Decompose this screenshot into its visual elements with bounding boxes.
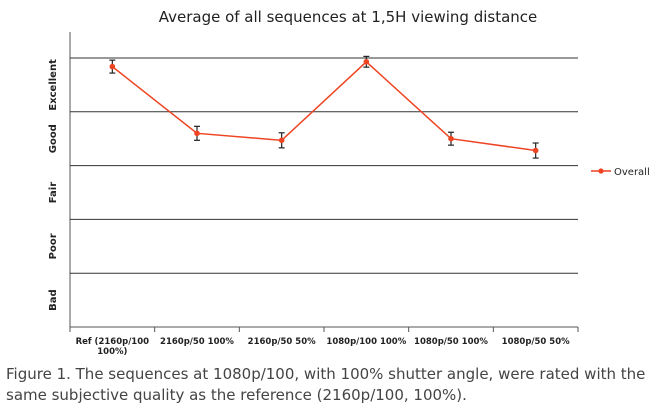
x-category-label: 1080p/100 100% — [326, 337, 406, 347]
series-line — [111, 60, 536, 152]
data-point — [532, 147, 539, 154]
data-point — [194, 130, 200, 137]
x-category-label: Ref (2160p/100 100%) — [76, 337, 150, 357]
data-point — [448, 135, 454, 142]
x-category-label: 2160p/50 100% — [160, 337, 234, 347]
data-point — [363, 58, 370, 65]
y-level-labels: Bad Poor Fair Good Excellent — [48, 59, 59, 311]
figure-caption: Figure 1. The sequences at 1080p/100, wi… — [6, 365, 646, 404]
x-category-label: 1080p/50 100% — [414, 337, 488, 347]
legend: Overall — [591, 167, 650, 178]
y-level-label: Good — [48, 124, 59, 153]
x-category-label: 1080p/50 50% — [502, 337, 570, 347]
chart: Average of all sequences at 1,5H viewing… — [48, 8, 650, 357]
x-category-label: 2160p/50 50% — [248, 337, 316, 347]
series-layer — [109, 55, 539, 159]
y-level-label: Poor — [48, 233, 59, 259]
y-level-label: Fair — [48, 182, 59, 203]
data-point — [278, 137, 285, 144]
chart-title: Average of all sequences at 1,5H viewing… — [159, 8, 538, 26]
legend-label-overall: Overall — [614, 167, 650, 178]
grid-layer — [69, 32, 579, 332]
legend-marker — [598, 168, 604, 174]
x-category-labels: Ref (2160p/100 100%) 2160p/50 100% 2160p/50… — [76, 337, 571, 357]
y-level-label: Excellent — [48, 59, 59, 111]
data-point — [109, 63, 116, 70]
y-level-label: Bad — [48, 289, 59, 311]
